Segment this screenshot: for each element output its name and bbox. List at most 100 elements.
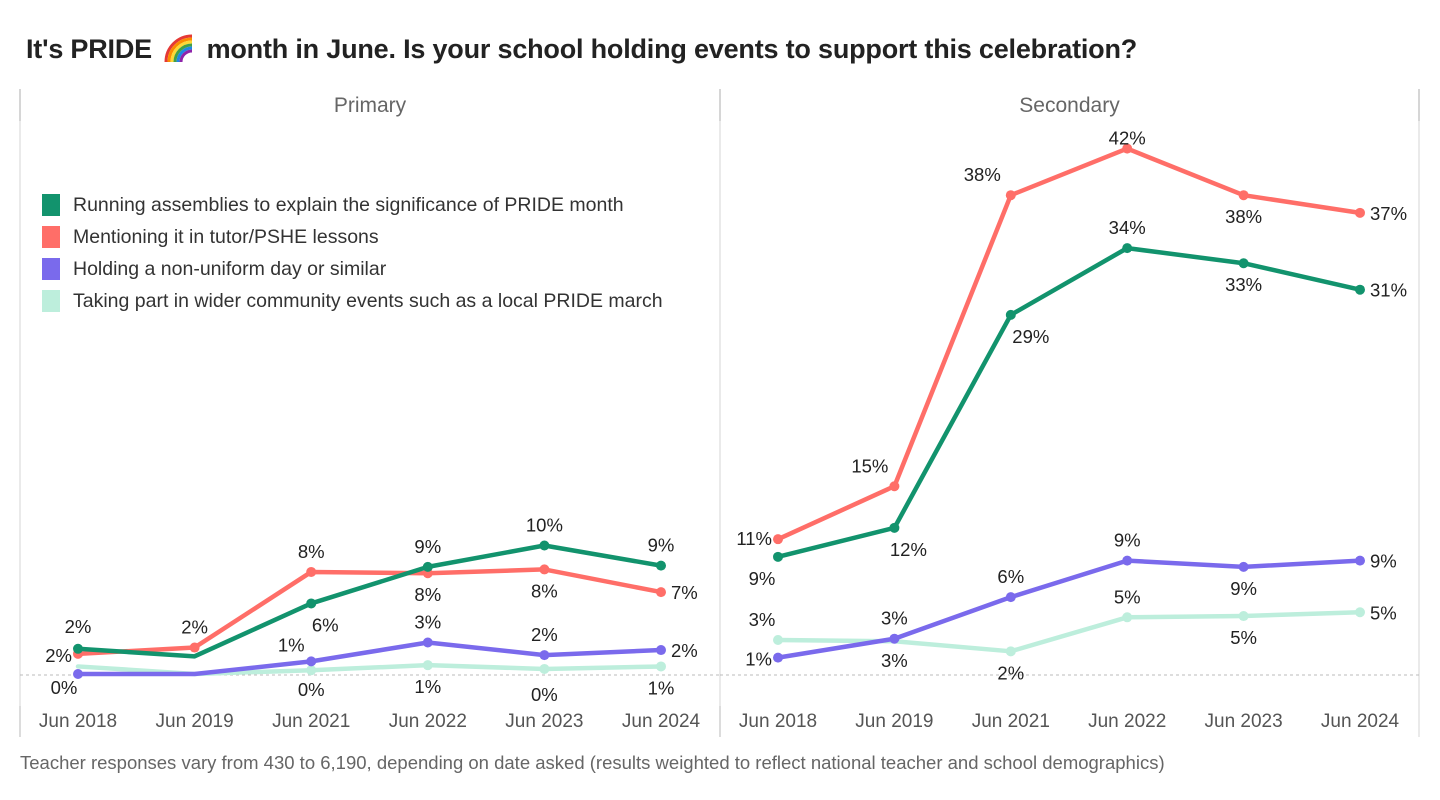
- data-label: 8%: [414, 584, 441, 605]
- legend-swatch: [42, 194, 60, 216]
- data-label: 2%: [181, 617, 208, 638]
- x-tick-label: Jun 2019: [855, 711, 933, 732]
- data-label: 2%: [531, 624, 558, 645]
- data-label: 29%: [1012, 326, 1049, 347]
- legend-swatch: [42, 258, 60, 280]
- series-line-assemblies: [775, 245, 1363, 560]
- legend-item-community: Taking part in wider community events su…: [42, 285, 663, 317]
- data-point: [889, 522, 900, 533]
- data-point: [539, 650, 550, 661]
- data-point: [1122, 555, 1133, 566]
- x-tick-label: Jun 2021: [972, 711, 1050, 732]
- data-point: [1355, 284, 1365, 295]
- data-point: [1238, 190, 1249, 201]
- legend-item-assemblies: Running assemblies to explain the signif…: [42, 189, 663, 221]
- data-label: 2%: [45, 645, 72, 666]
- x-tick-label: Jun 2018: [739, 711, 817, 732]
- data-label: 3%: [881, 650, 908, 671]
- x-tick-label: Jun 2019: [156, 711, 234, 732]
- data-point: [189, 642, 200, 653]
- legend-label: Mentioning it in tutor/PSHE lessons: [73, 225, 379, 248]
- data-label: 8%: [298, 541, 325, 562]
- panel-header-border: [19, 89, 21, 121]
- rainbow-icon: [164, 34, 193, 63]
- data-point: [889, 633, 900, 644]
- data-point: [1238, 611, 1249, 622]
- data-label: 5%: [1114, 586, 1141, 607]
- data-label: 1%: [278, 634, 305, 655]
- data-point: [1355, 207, 1365, 218]
- data-point: [1005, 592, 1016, 603]
- data-point: [1122, 143, 1133, 154]
- data-label: 1%: [648, 677, 675, 698]
- data-point: [1355, 607, 1365, 618]
- data-point: [656, 645, 666, 656]
- x-tick-label: Jun 2021: [272, 711, 350, 732]
- data-point: [773, 652, 783, 663]
- data-label: 8%: [531, 580, 558, 601]
- data-label: 7%: [671, 582, 698, 603]
- data-label: 6%: [997, 566, 1024, 587]
- data-point: [306, 598, 317, 609]
- data-label: 38%: [1225, 206, 1262, 227]
- panel-header-border: [719, 89, 721, 121]
- data-label: 9%: [749, 568, 776, 589]
- data-label: 31%: [1370, 280, 1407, 301]
- data-point: [656, 560, 666, 571]
- panel-title-primary: Primary: [334, 94, 407, 117]
- series-line-assemblies: [75, 543, 664, 659]
- data-label: 5%: [1230, 627, 1257, 648]
- series-line-lessons: [75, 567, 664, 657]
- x-tick-label: Jun 2023: [505, 711, 583, 732]
- data-label: 5%: [1370, 602, 1397, 623]
- data-label: 42%: [1109, 128, 1146, 149]
- data-point: [656, 661, 666, 672]
- data-point: [1355, 555, 1365, 566]
- data-label: 9%: [1114, 530, 1141, 551]
- x-tick-label: Jun 2022: [1088, 711, 1166, 732]
- data-label: 9%: [648, 535, 675, 556]
- data-label: 3%: [749, 609, 776, 630]
- data-label: 9%: [1370, 551, 1397, 572]
- chart-title: It's PRIDE month in June. Is your school…: [26, 30, 1137, 65]
- data-point: [1005, 646, 1016, 657]
- data-point: [656, 587, 666, 598]
- data-label: 9%: [1230, 578, 1257, 599]
- legend-swatch: [42, 290, 60, 312]
- title-text-end: month in June. Is your school holding ev…: [206, 34, 1138, 64]
- data-point: [1122, 243, 1133, 254]
- data-point: [539, 540, 550, 551]
- legend-label: Taking part in wider community events su…: [73, 289, 663, 312]
- data-point: [1122, 612, 1133, 623]
- data-label: 2%: [997, 662, 1024, 683]
- data-point: [1238, 258, 1249, 269]
- footnote: Teacher responses vary from 430 to 6,190…: [20, 752, 1165, 773]
- data-point: [773, 551, 783, 562]
- data-label: 0%: [51, 677, 78, 698]
- x-tick-label: Jun 2023: [1205, 711, 1283, 732]
- data-label: 38%: [964, 164, 1001, 185]
- data-label: 3%: [881, 608, 908, 629]
- data-label: 12%: [890, 539, 927, 560]
- data-label: 10%: [526, 514, 563, 535]
- data-label: 3%: [414, 612, 441, 633]
- data-label: 9%: [414, 536, 441, 557]
- legend-item-lessons: Mentioning it in tutor/PSHE lessons: [42, 221, 663, 253]
- data-point: [889, 481, 900, 492]
- data-point: [73, 643, 83, 654]
- x-tick-label: Jun 2024: [622, 711, 701, 732]
- data-point: [422, 561, 433, 572]
- data-label: 6%: [312, 614, 339, 635]
- x-tick-label: Jun 2018: [39, 711, 117, 732]
- data-point: [306, 656, 317, 667]
- data-label: 0%: [298, 679, 325, 700]
- panel-title-secondary: Secondary: [1019, 94, 1120, 117]
- data-point: [773, 634, 783, 645]
- legend-swatch: [42, 226, 60, 248]
- legend-label: Holding a non-uniform day or similar: [73, 257, 387, 280]
- data-label: 1%: [745, 649, 772, 670]
- data-label: 11%: [736, 528, 772, 549]
- data-label: 33%: [1225, 274, 1262, 295]
- data-label: 1%: [414, 676, 441, 697]
